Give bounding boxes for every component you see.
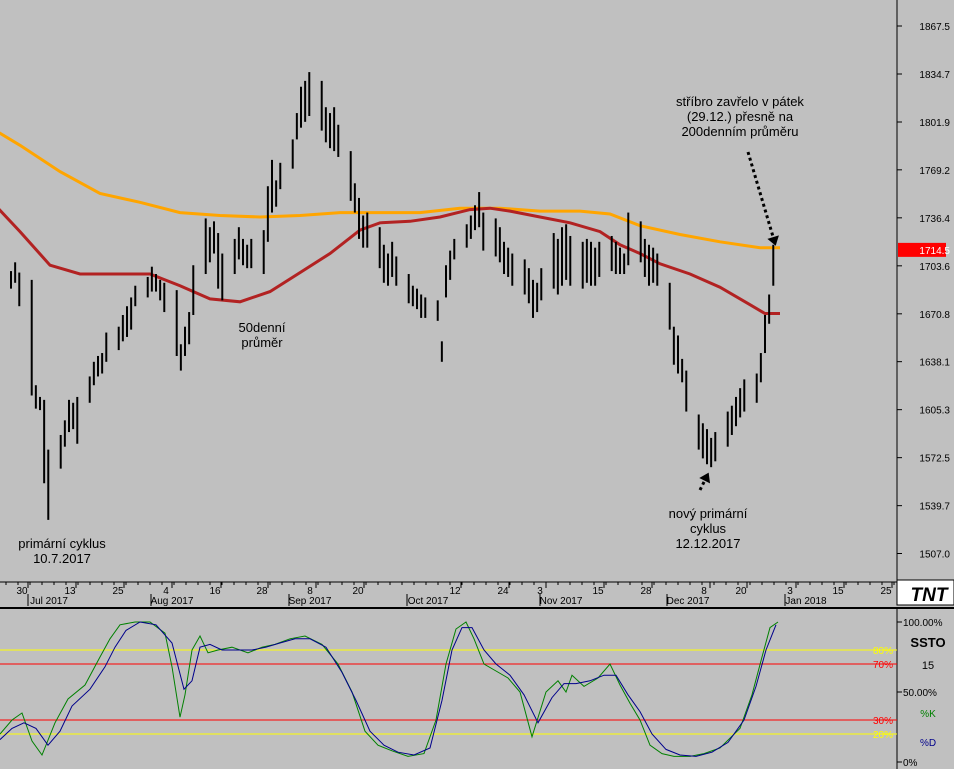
- month-tick-label: Oct 2017: [408, 596, 449, 607]
- annotation-text: stříbro zavřelo v pátek: [676, 94, 804, 109]
- osc-series-d: [0, 621, 777, 757]
- day-tick-label: 12: [449, 586, 461, 597]
- day-tick-label: 30: [16, 586, 28, 597]
- price-axis: 1867.5 1834.7 1801.9 1769.2 1736.4 1703.6 1670…: [896, 0, 954, 582]
- osc-tick-label: 50.00%: [903, 688, 937, 699]
- annotation-text: nový primární: [669, 506, 748, 521]
- osc-level-label: 70%: [873, 660, 893, 671]
- month-tick-label: Dec 2017: [667, 596, 710, 607]
- month-tick-label: Jul 2017: [30, 596, 68, 607]
- oscillator-panel: 80% 70% 30% 20% 100.00% 50.00% 0% SSTO 15 %K %D: [0, 606, 954, 769]
- price-tick-label: 1801.9: [919, 118, 950, 129]
- price-tick-label: 1572.5: [919, 454, 950, 465]
- day-tick-label: 15: [592, 586, 604, 597]
- osc-level-label: 30%: [873, 716, 893, 727]
- current-price-label: 1714.5: [919, 246, 950, 257]
- price-tick-label: 1638.1: [919, 358, 950, 369]
- day-tick-label: 28: [640, 586, 652, 597]
- annotation-arrowhead: [767, 235, 779, 246]
- time-axis: 30 13 25 4 16 28 8 20 12 24 3 15 28 8 20 3 15 25 Jul 2017 A…: [0, 581, 897, 607]
- day-tick-label: 3: [787, 586, 793, 597]
- annotation-text: průměr: [241, 335, 283, 350]
- osc-tick-label: 100.00%: [903, 618, 943, 629]
- annotation-text: primární cyklus: [18, 536, 106, 551]
- price-tick-label: 1736.4: [919, 214, 950, 225]
- annotation-arrow: [698, 477, 708, 491]
- month-tick-label: Jan 2018: [785, 596, 827, 607]
- month-tick-label: Nov 2017: [540, 596, 583, 607]
- osc-bg: [0, 606, 954, 769]
- osc-d-label: %D: [920, 738, 936, 749]
- osc-tick-label: 0%: [903, 758, 918, 769]
- price-tick-label: 1670.8: [919, 310, 950, 321]
- annotation-text: 12.12.2017: [675, 536, 740, 551]
- price-tick-label: 1867.5: [919, 22, 950, 33]
- annotation-arrowhead: [699, 472, 711, 484]
- day-tick-label: 28: [256, 586, 268, 597]
- price-tick-label: 1834.7: [919, 70, 950, 81]
- day-tick-label: 16: [209, 586, 221, 597]
- price-tick-label: 1703.6: [919, 262, 950, 273]
- price-tick-label: 1605.3: [919, 406, 950, 417]
- day-tick-label: 25: [880, 586, 892, 597]
- day-tick-label: 8: [701, 586, 707, 597]
- price-tick-label: 1539.7: [919, 502, 950, 513]
- day-tick-label: 8: [307, 586, 313, 597]
- ma200-line: [0, 131, 780, 250]
- month-tick-label: Sep 2017: [289, 596, 332, 607]
- price-tick-label: 1769.2: [919, 166, 950, 177]
- osc-level-label: 80%: [873, 646, 893, 657]
- annotation-text: 200denním průměru: [681, 124, 798, 139]
- price-axis-bg: [897, 0, 954, 582]
- osc-level-label: 20%: [873, 730, 893, 741]
- price-tick-label: 1507.0: [919, 550, 950, 561]
- tnt-logo: TNT: [896, 579, 954, 606]
- annotation-text: 50denní: [239, 320, 286, 335]
- day-tick-label: 13: [64, 586, 76, 597]
- day-tick-label: 4: [163, 586, 169, 597]
- day-tick-label: 25: [112, 586, 124, 597]
- osc-name: SSTO: [910, 635, 945, 650]
- osc-series-k: [0, 621, 779, 757]
- ma50-line: [0, 206, 780, 315]
- day-tick-label: 15: [832, 586, 844, 597]
- osc-k-label: %K: [920, 709, 936, 720]
- logo-text: TNT: [911, 585, 949, 606]
- annotation-text: 10.7.2017: [33, 551, 91, 566]
- day-tick-label: 20: [735, 586, 747, 597]
- annotation-text: cyklus: [690, 521, 727, 536]
- current-price-box: [898, 242, 946, 257]
- day-tick-label: 20: [352, 586, 364, 597]
- ohlc-bars: [10, 72, 775, 520]
- osc-period: 15: [922, 660, 934, 672]
- annotation-text: (29.12.) přesně na: [687, 109, 794, 124]
- day-tick-label: 24: [497, 586, 509, 597]
- day-tick-label: 3: [537, 586, 543, 597]
- month-tick-label: Aug 2017: [151, 596, 194, 607]
